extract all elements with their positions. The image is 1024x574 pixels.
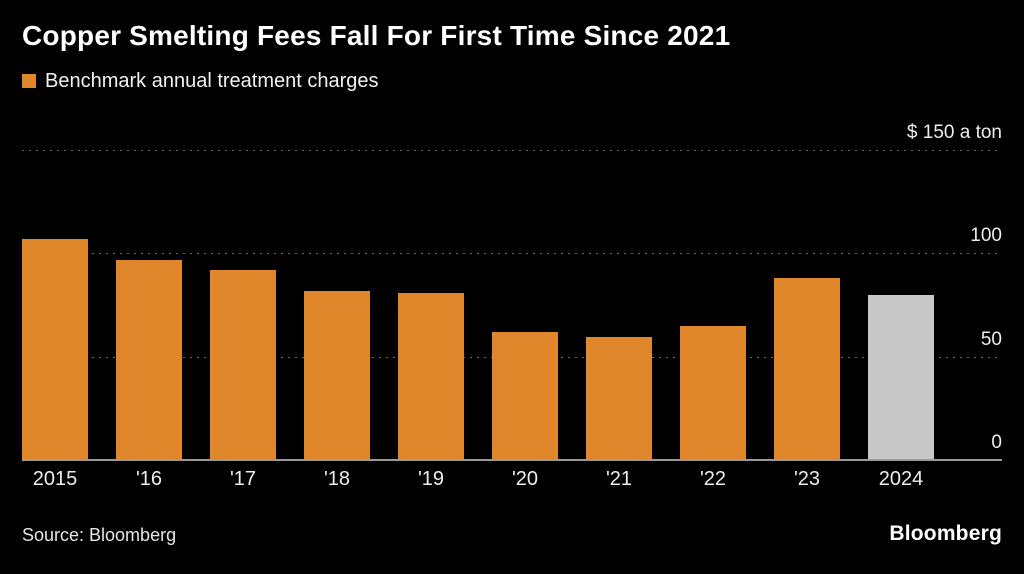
bloomberg-logo: Bloomberg (889, 522, 1002, 545)
bar-21 (586, 337, 652, 460)
bar-16 (116, 259, 182, 460)
x-axis-labels: 2015 '16 '17 '18 '19 '20 '21 '22 '23 2024 (22, 468, 934, 494)
bar-22 (680, 325, 746, 460)
gridline-150 (22, 150, 1002, 151)
bar-2015 (22, 238, 88, 460)
x-label-17: '17 (229, 468, 257, 490)
x-label-23: '23 (793, 468, 821, 490)
legend-label: Benchmark annual treatment charges (45, 69, 379, 92)
chart-legend: Benchmark annual treatment charges (22, 70, 1002, 92)
source-text: Source: Bloomberg (22, 525, 177, 545)
bar-2024 (868, 294, 934, 460)
x-label-2024: 2024 (878, 468, 924, 490)
x-label-16: '16 (135, 468, 163, 490)
plot-area: $ 150 a ton 100 50 0 (22, 122, 1002, 461)
legend-swatch-icon (22, 74, 36, 88)
tick-label-100: 100 (970, 225, 1002, 247)
chart-title: Copper Smelting Fees Fall For First Time… (22, 20, 731, 51)
tick-label-50: 50 (980, 328, 1002, 350)
tick-label-150: $ 150 a ton (906, 122, 1002, 143)
x-label-22: '22 (699, 468, 727, 490)
gridline-100 (22, 253, 1002, 255)
x-label-18: '18 (323, 468, 351, 490)
chart-footer: Source: Bloomberg Bloomberg (22, 522, 1002, 546)
x-label-21: '21 (605, 468, 633, 490)
bar-17 (210, 269, 276, 460)
x-label-20: '20 (511, 468, 539, 490)
bar-23 (774, 278, 840, 460)
x-label-19: '19 (417, 468, 445, 490)
bar-19 (398, 292, 464, 460)
bar-18 (304, 290, 370, 460)
bar-20 (492, 331, 558, 460)
tick-label-0: 0 (991, 432, 1002, 453)
bars-container (22, 150, 934, 460)
gridline-0 (22, 459, 1002, 461)
x-label-2015: 2015 (32, 468, 78, 490)
